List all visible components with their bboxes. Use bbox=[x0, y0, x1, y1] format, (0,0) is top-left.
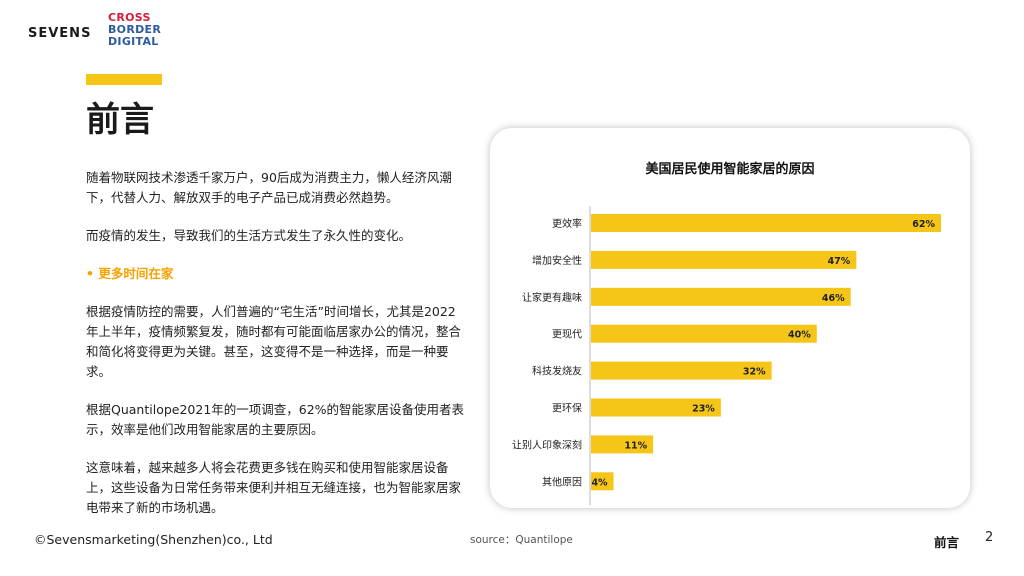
category-label-7: 其他原因 bbox=[542, 475, 582, 488]
value-label-0: 62% bbox=[912, 219, 935, 230]
logo-line-1: CROSS bbox=[108, 11, 151, 24]
value-label-2: 46% bbox=[822, 293, 845, 304]
chart-title: 美国居民使用智能家居的原因 bbox=[645, 162, 815, 177]
category-label-3: 更现代 bbox=[552, 329, 582, 341]
footer-section-name: 前言 bbox=[934, 535, 960, 550]
logo-line-2: BORDER bbox=[108, 23, 162, 36]
value-label-5: 23% bbox=[692, 404, 715, 415]
page-title: 前言 bbox=[86, 100, 154, 140]
bar-5 bbox=[591, 398, 721, 417]
bar-7 bbox=[591, 472, 614, 491]
category-label-0: 更效率 bbox=[552, 217, 582, 230]
bar-0 bbox=[591, 214, 941, 232]
bar-2 bbox=[591, 287, 851, 306]
bar-3 bbox=[591, 324, 817, 343]
category-label-1: 增加安全性 bbox=[532, 254, 582, 267]
value-label-4: 32% bbox=[743, 367, 766, 378]
title-accent-bar bbox=[86, 74, 162, 85]
body-text: 随着物联网技术渗透千家万户，90后成为消费主力，懒人经济风潮下，代替人力、解放双… bbox=[86, 168, 466, 536]
value-label-7: 4% bbox=[591, 477, 608, 488]
bullet-heading: • 更多时间在家 bbox=[86, 266, 174, 281]
chart-card: 美国居民使用智能家居的原因 更效率 62% 增加安全性 47% 让家更有趣味 46% 更现代… bbox=[490, 128, 970, 508]
footer-copyright: ©Sevensmarketing(Shenzhen)co., Ltd bbox=[34, 532, 273, 547]
paragraph-4: 根据Quantilope2021年的一项调查，62%的智能家居设备使用者表示，效… bbox=[86, 402, 465, 437]
page-number: 2 bbox=[985, 530, 994, 545]
paragraph-3: 根据疫情防控的需要，人们普遍的“宅生活”时间增长，尤其是2022年上半年，疫情频… bbox=[86, 304, 462, 379]
bar-4 bbox=[591, 361, 772, 380]
paragraph-2: 而疫情的发生，导致我们的生活方式发生了永久性的变化。 bbox=[86, 228, 412, 243]
bar-6 bbox=[591, 435, 654, 454]
logo-line-3: DIGITAL bbox=[108, 35, 159, 48]
cross-border-digital-logo: CROSS BORDER DIGITAL bbox=[108, 12, 178, 48]
paragraph-5: 这意味着，越来越多人将会花费更多钱在购买和使用智能家居设备上，这些设备为日常任务… bbox=[86, 460, 462, 515]
category-label-2: 让家更有趣味 bbox=[522, 291, 582, 304]
bar-chart: 更效率 62% 增加安全性 47% 让家更有趣味 46% 更现代 40% 科技发烧友 32% 更环保… bbox=[512, 206, 941, 506]
paragraph-1: 随着物联网技术渗透千家万户，90后成为消费主力，懒人经济风潮下，代替人力、解放双… bbox=[86, 170, 452, 205]
category-label-4: 科技发烧友 bbox=[532, 365, 582, 378]
category-label-6: 让别人印象深刻 bbox=[512, 438, 582, 451]
value-label-6: 11% bbox=[624, 440, 647, 451]
footer-source: source：Quantilope bbox=[470, 534, 573, 546]
value-label-3: 40% bbox=[788, 330, 811, 341]
value-label-1: 47% bbox=[828, 256, 851, 267]
sevens-logo-text: SEVENS bbox=[28, 26, 92, 41]
category-label-5: 更环保 bbox=[552, 402, 582, 415]
bar-1 bbox=[591, 250, 857, 269]
